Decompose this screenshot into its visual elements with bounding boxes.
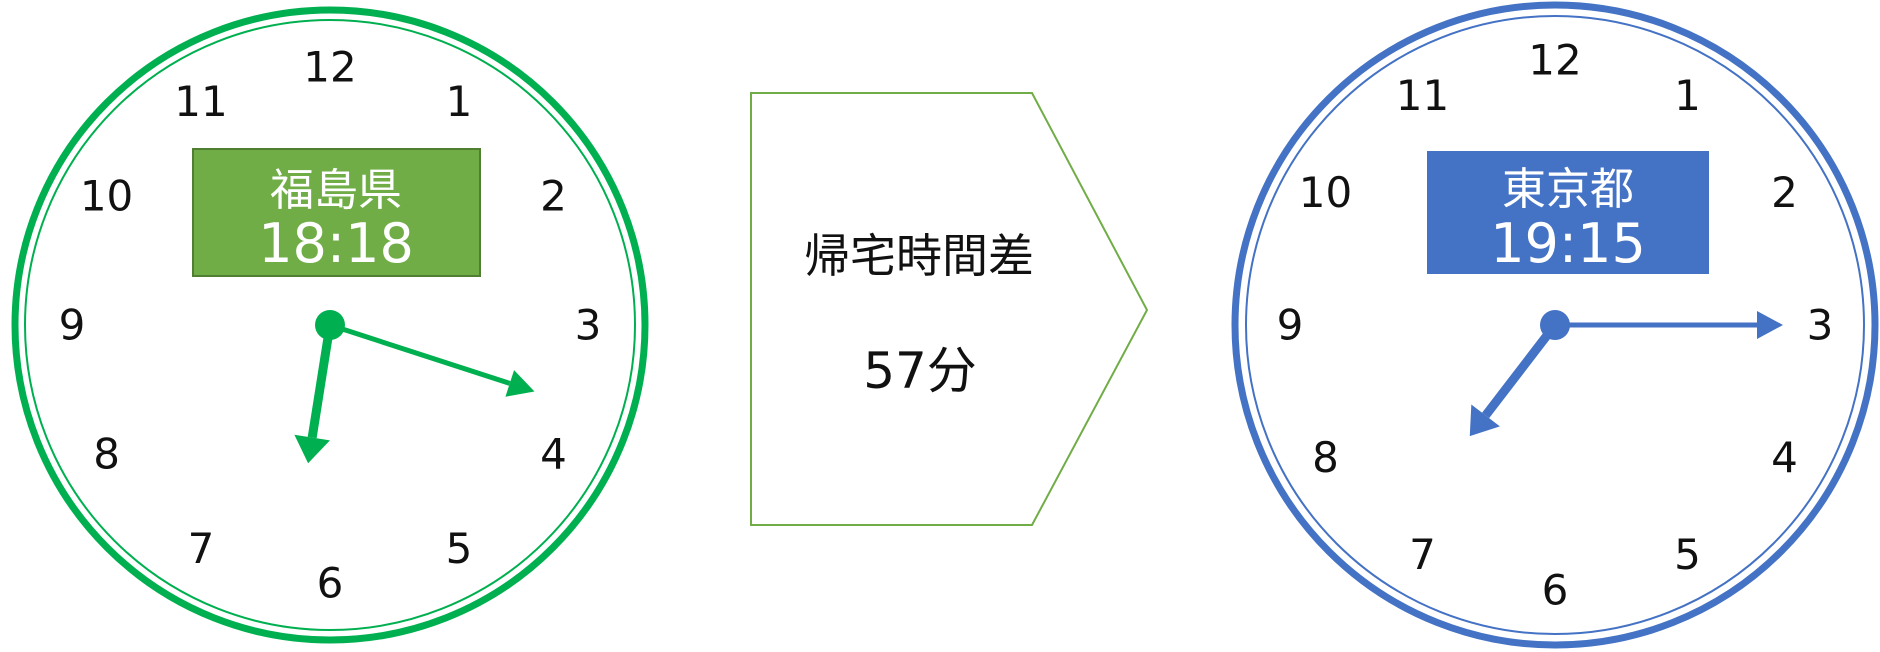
clock-number-2: 2 (1771, 168, 1798, 217)
clock-number-1: 1 (1674, 71, 1701, 120)
region-time: 19:15 (1490, 212, 1646, 275)
hour-hand-arrowhead (294, 434, 330, 464)
region-label-box (192, 148, 481, 277)
clock-number-4: 4 (1771, 433, 1798, 482)
region-label-box (1427, 151, 1709, 274)
clock-hands (294, 310, 535, 464)
clock-number-7: 7 (188, 524, 215, 573)
minute-hand-arrowhead (505, 370, 535, 397)
region-name: 東京都 (1502, 164, 1634, 215)
clock-number-6: 6 (1542, 566, 1569, 615)
clock-number-5: 5 (1674, 530, 1701, 579)
clock-number-10: 10 (80, 172, 133, 221)
difference-value: 57分 (863, 342, 977, 400)
clock-center-hub (315, 310, 345, 340)
minute-hand-arrowhead (1757, 311, 1783, 339)
clock-number-3: 3 (1807, 301, 1834, 350)
hour-hand-shaft (307, 324, 335, 439)
difference-title: 帰宅時間差 (804, 229, 1034, 283)
clock-number-9: 9 (59, 301, 86, 350)
clock-number-11: 11 (1396, 71, 1449, 120)
clock-number-2: 2 (540, 172, 567, 221)
clock-number-9: 9 (1277, 301, 1304, 350)
time-difference-arrow: 帰宅時間差 57分 (750, 92, 1149, 526)
pentagon-arrow-shape (750, 92, 1149, 526)
region-name: 福島県 (270, 165, 402, 216)
clock-hands (1469, 310, 1783, 437)
clock-number-8: 8 (93, 430, 120, 479)
region-time: 18:18 (258, 212, 414, 275)
clock-number-11: 11 (174, 77, 227, 126)
clock-center-hub (1540, 310, 1570, 340)
clock-rim-inner (24, 19, 636, 631)
clock-number-12: 12 (303, 43, 356, 92)
clock-rim-inner (1245, 15, 1865, 635)
clock-number-6: 6 (317, 559, 344, 608)
minute-hand-shaft (329, 322, 511, 386)
hour-hand-arrowhead (1469, 404, 1500, 437)
clock-number-4: 4 (540, 430, 567, 479)
clock-number-7: 7 (1409, 530, 1436, 579)
clock-number-10: 10 (1299, 168, 1352, 217)
clock-number-5: 5 (446, 524, 473, 573)
hour-hand-shaft (1482, 322, 1559, 419)
clock-number-12: 12 (1528, 36, 1581, 85)
clock-number-1: 1 (446, 77, 473, 126)
clock-number-3: 3 (575, 301, 602, 350)
clock-number-8: 8 (1312, 433, 1339, 482)
